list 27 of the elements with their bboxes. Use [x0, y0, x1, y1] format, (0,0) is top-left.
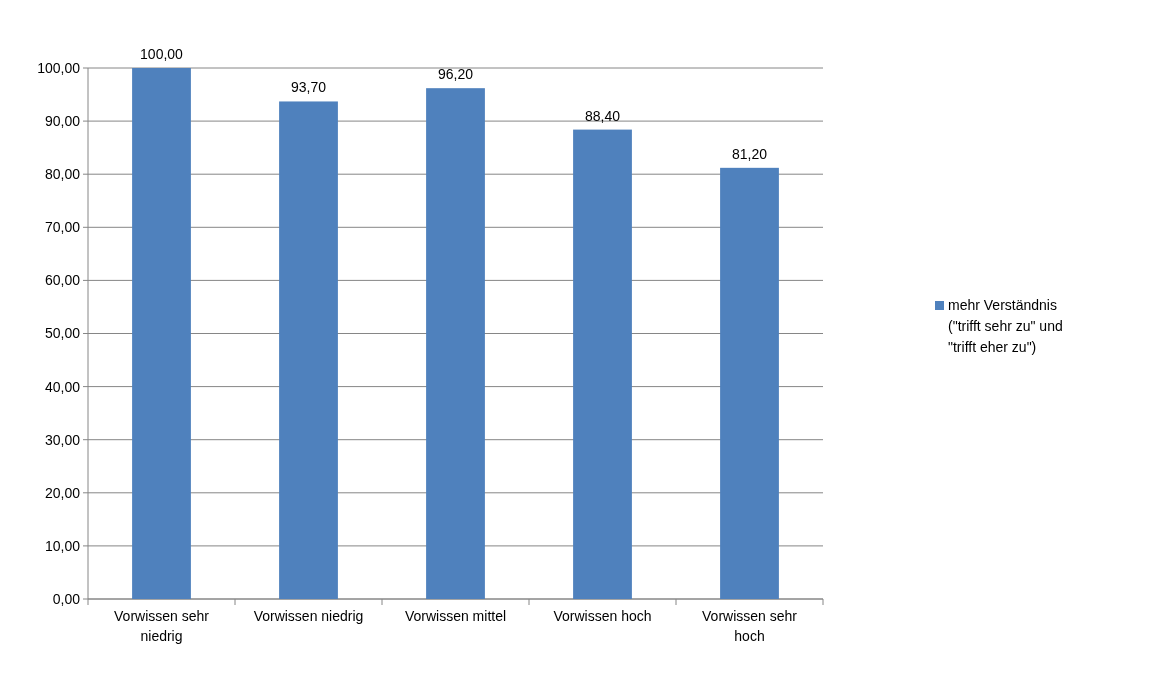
x-tick-label: Vorwissen niedrig	[253, 608, 364, 624]
data-label: 96,20	[437, 66, 474, 83]
x-tick-label: Vorwissen sehr hoch	[702, 608, 798, 644]
y-tick-label: 0,00	[52, 590, 81, 607]
bar	[720, 167, 779, 599]
y-tick-label: 20,00	[44, 484, 81, 501]
y-tick-label: 70,00	[44, 219, 81, 236]
x-tick-label: Vorwissen hoch	[553, 608, 652, 624]
y-tick-label: 50,00	[44, 325, 81, 342]
legend-label: mehr Verständnis ("trifft sehr zu" und "trifft eher zu")	[948, 297, 1063, 355]
y-tick-label: 100,00	[37, 59, 81, 76]
x-tick-label: Vorwissen mittel	[404, 608, 507, 624]
y-tick-label: 60,00	[44, 272, 81, 289]
data-label: 100,00	[140, 46, 184, 62]
y-tick-label: 10,00	[44, 537, 81, 554]
y-tick-label: 30,00	[44, 431, 81, 448]
x-tick-label: Vorwissen sehr niedrig	[114, 608, 210, 644]
y-tick-label: 90,00	[44, 113, 81, 129]
data-label: 88,40	[584, 107, 621, 124]
data-label: 81,20	[731, 145, 768, 162]
y-tick-label: 40,00	[44, 378, 81, 395]
bar	[426, 88, 485, 599]
bar	[132, 68, 191, 599]
bar	[279, 101, 338, 599]
bar	[573, 129, 632, 599]
data-label: 93,70	[290, 79, 327, 96]
y-tick-label: 80,00	[44, 166, 81, 183]
